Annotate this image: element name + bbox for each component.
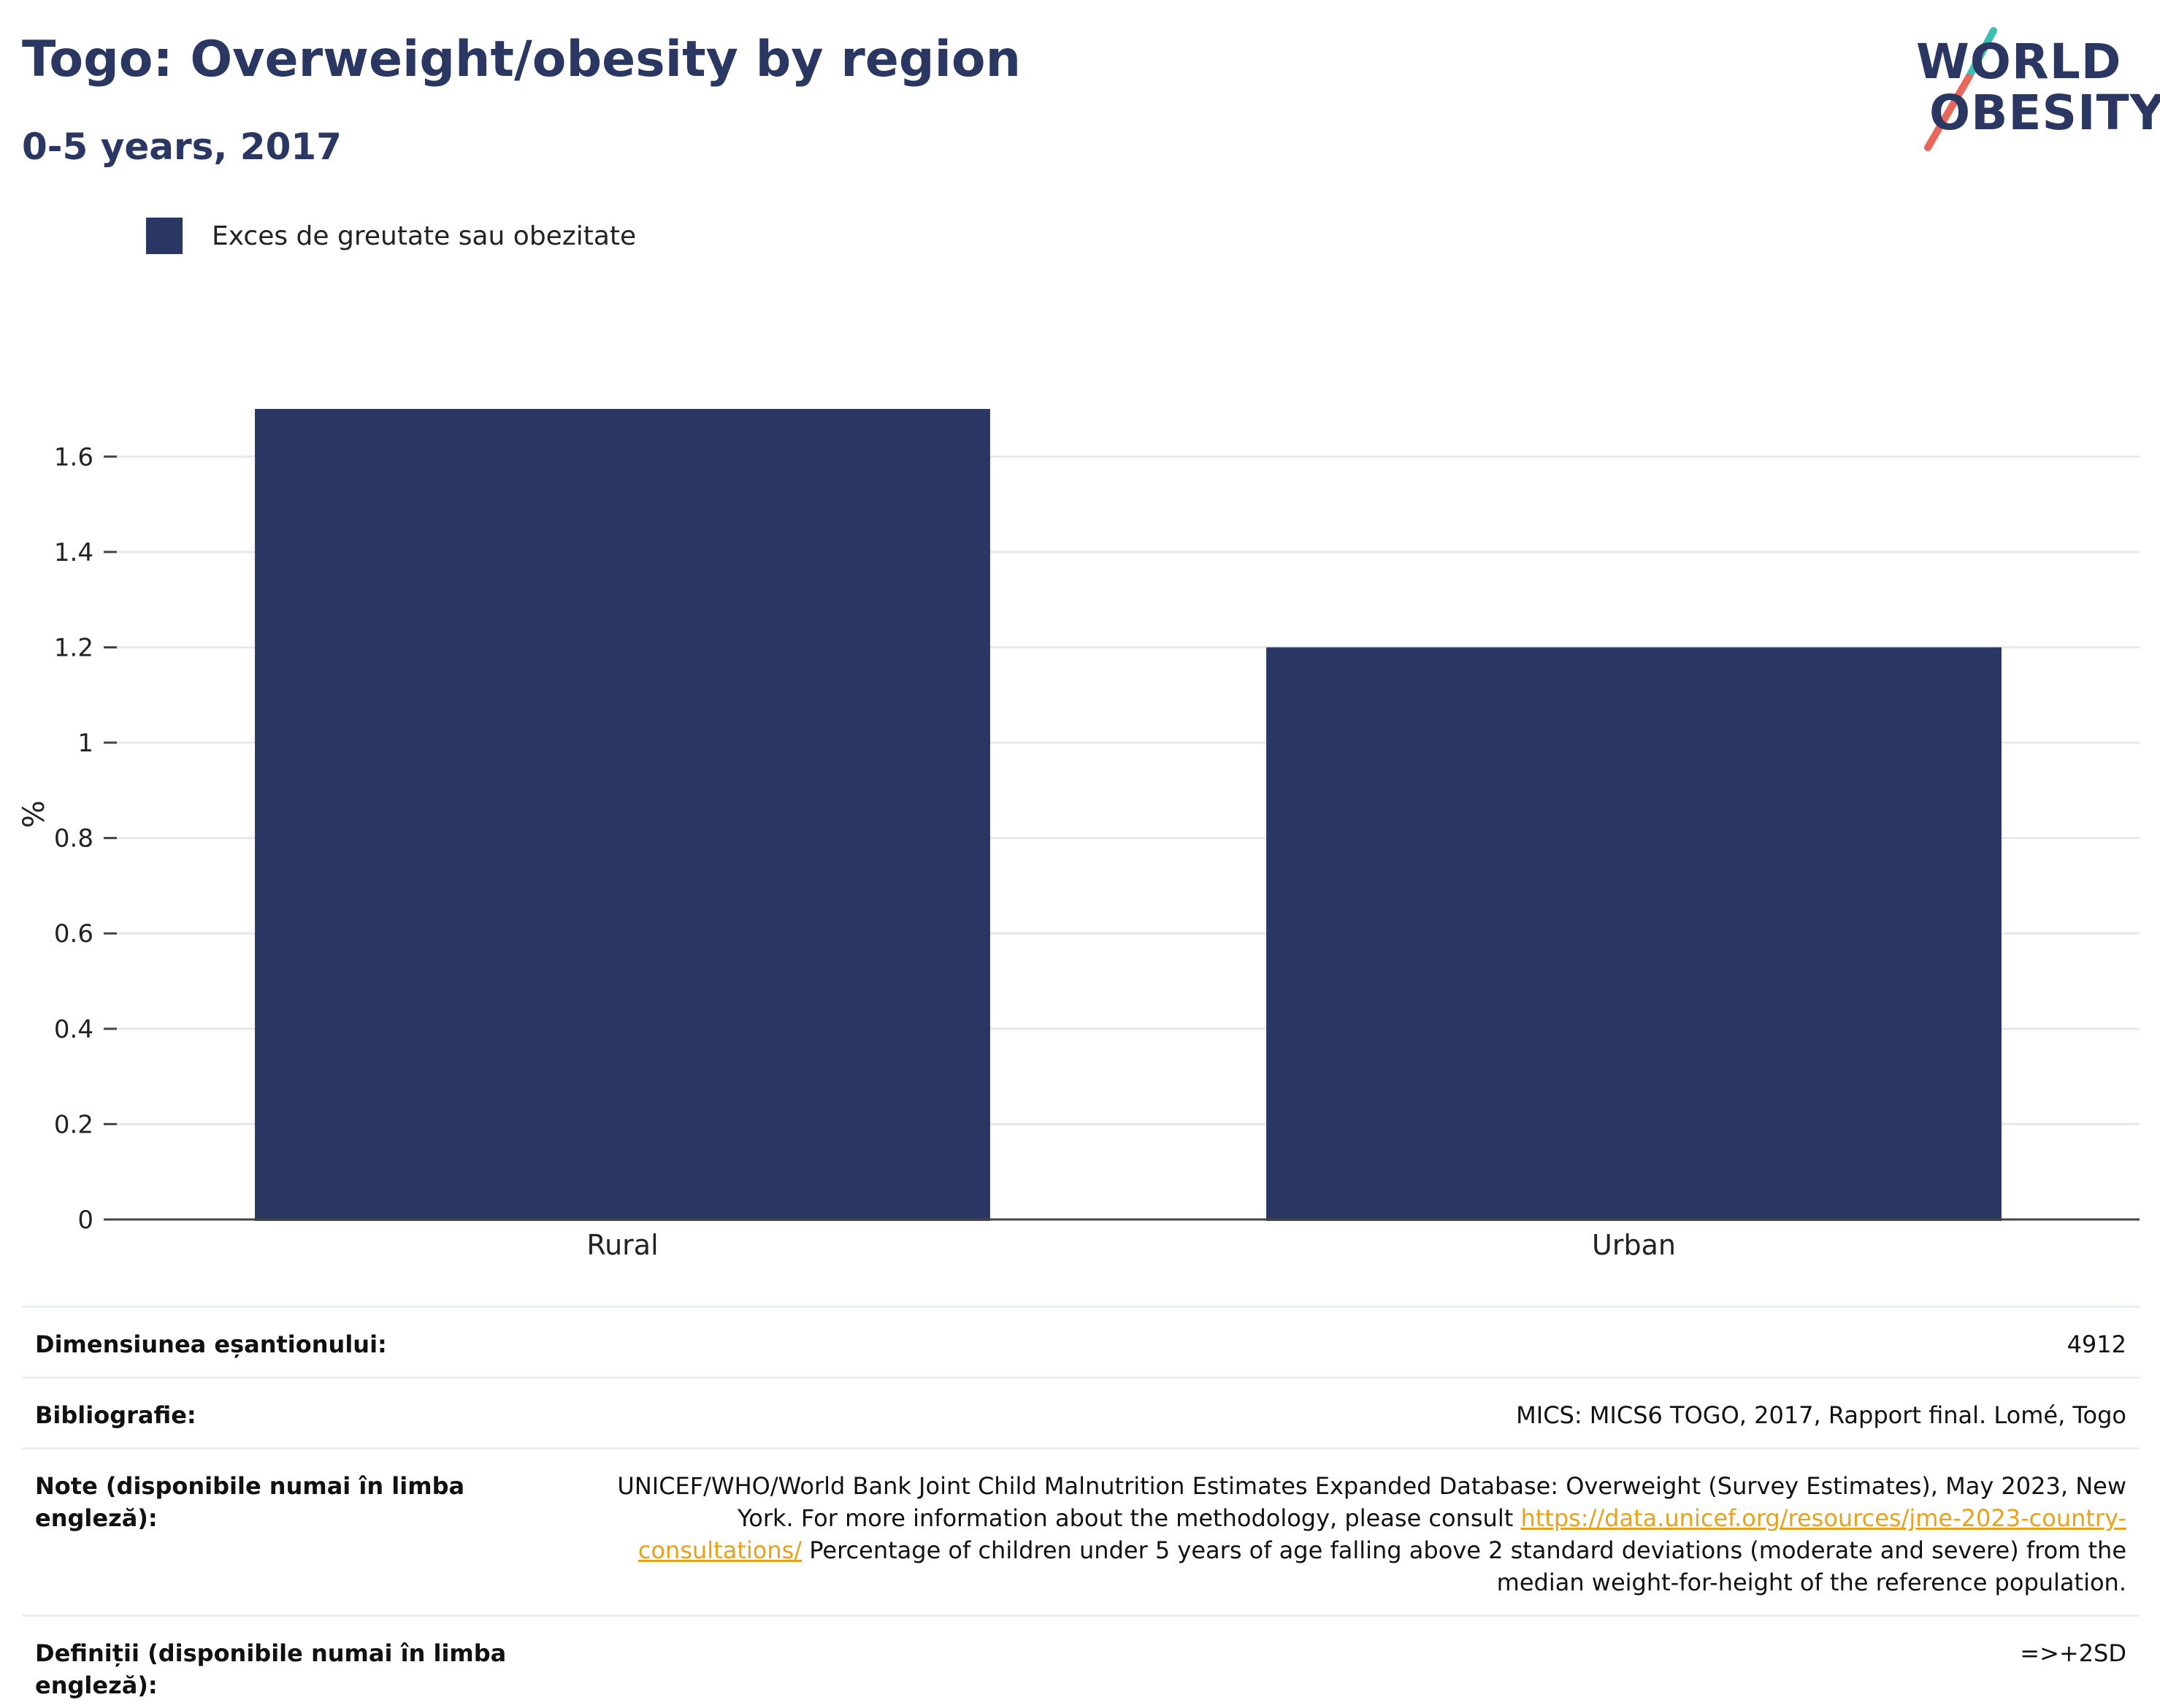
x-tick-label: Urban xyxy=(1592,1229,1676,1261)
legend-swatch[interactable] xyxy=(146,218,183,254)
info-row-sample: Dimensiunea eșantionului: 4912 xyxy=(22,1306,2140,1376)
info-label-sample: Dimensiunea eșantionului: xyxy=(35,1330,387,1358)
info-label-definitions: Definiții (disponibile numai în limba en… xyxy=(35,1639,507,1699)
chart-subtitle: 0-5 years, 2017 xyxy=(22,126,342,168)
info-value-definitions: =>+2SD xyxy=(2020,1639,2126,1667)
notes-link[interactable]: https://data.unicef.org/resources/jme-20… xyxy=(637,1504,2126,1564)
logo-text-world: WORLD xyxy=(1916,34,2122,90)
y-axis-label: % xyxy=(18,800,51,828)
logo-text-obesity: OBESITY xyxy=(1929,85,2160,141)
y-tick-label: 0.6 xyxy=(54,919,93,949)
y-tick-label: 1.6 xyxy=(54,443,93,472)
info-value-sample: 4912 xyxy=(2067,1330,2126,1358)
y-tick-label: 1.4 xyxy=(54,538,93,567)
y-tick-label: 0.8 xyxy=(54,824,93,854)
info-value-notes: UNICEF/WHO/World Bank Joint Child Malnut… xyxy=(593,1470,2126,1598)
logo-slash-icon xyxy=(1924,27,1997,151)
info-label-bibliography: Bibliografie: xyxy=(35,1401,196,1429)
y-tick-label: 0.2 xyxy=(54,1110,93,1139)
bar-rural xyxy=(255,409,990,1221)
info-row-notes: Note (disponibile numai în limba engleză… xyxy=(22,1447,2140,1615)
info-table: Dimensiunea eșantionului: 4912 Bibliogra… xyxy=(22,1306,2140,1708)
world-obesity-logo: WORLD OBESITY xyxy=(1906,22,2160,153)
bar-chart: 0 0.2 0.4 0.6 0.8 1 1.2 1.4 1.6 Rural Urban% xyxy=(18,409,2140,1261)
notes-text-before: UNICEF/WHO/World Bank Joint Child Malnut… xyxy=(617,1472,2126,1532)
y-tick-label: 0.4 xyxy=(54,1015,93,1044)
notes-text-after: Percentage of children under 5 years of … xyxy=(802,1536,2126,1596)
info-value-bibliography: MICS: MICS6 TOGO, 2017, Rapport final. L… xyxy=(1516,1401,2126,1429)
info-row-definitions: Definiții (disponibile numai în limba en… xyxy=(22,1615,2140,1708)
bar-urban xyxy=(1266,647,2002,1221)
x-tick-label: Rural xyxy=(586,1229,658,1261)
legend-label[interactable]: Exces de greutate sau obezitate xyxy=(212,221,637,251)
info-label-notes: Note (disponibile numai în limba engleză… xyxy=(35,1472,465,1532)
legend: Exces de greutate sau obezitate xyxy=(146,218,636,254)
y-tick-label: 1 xyxy=(77,729,93,758)
chart-title: Togo: Overweight/obesity by region xyxy=(22,31,1022,88)
y-tick-label: 1.2 xyxy=(54,633,93,662)
y-tick-label: 0 xyxy=(77,1206,93,1235)
info-row-bibliography: Bibliografie: MICS: MICS6 TOGO, 2017, Ra… xyxy=(22,1376,2140,1447)
